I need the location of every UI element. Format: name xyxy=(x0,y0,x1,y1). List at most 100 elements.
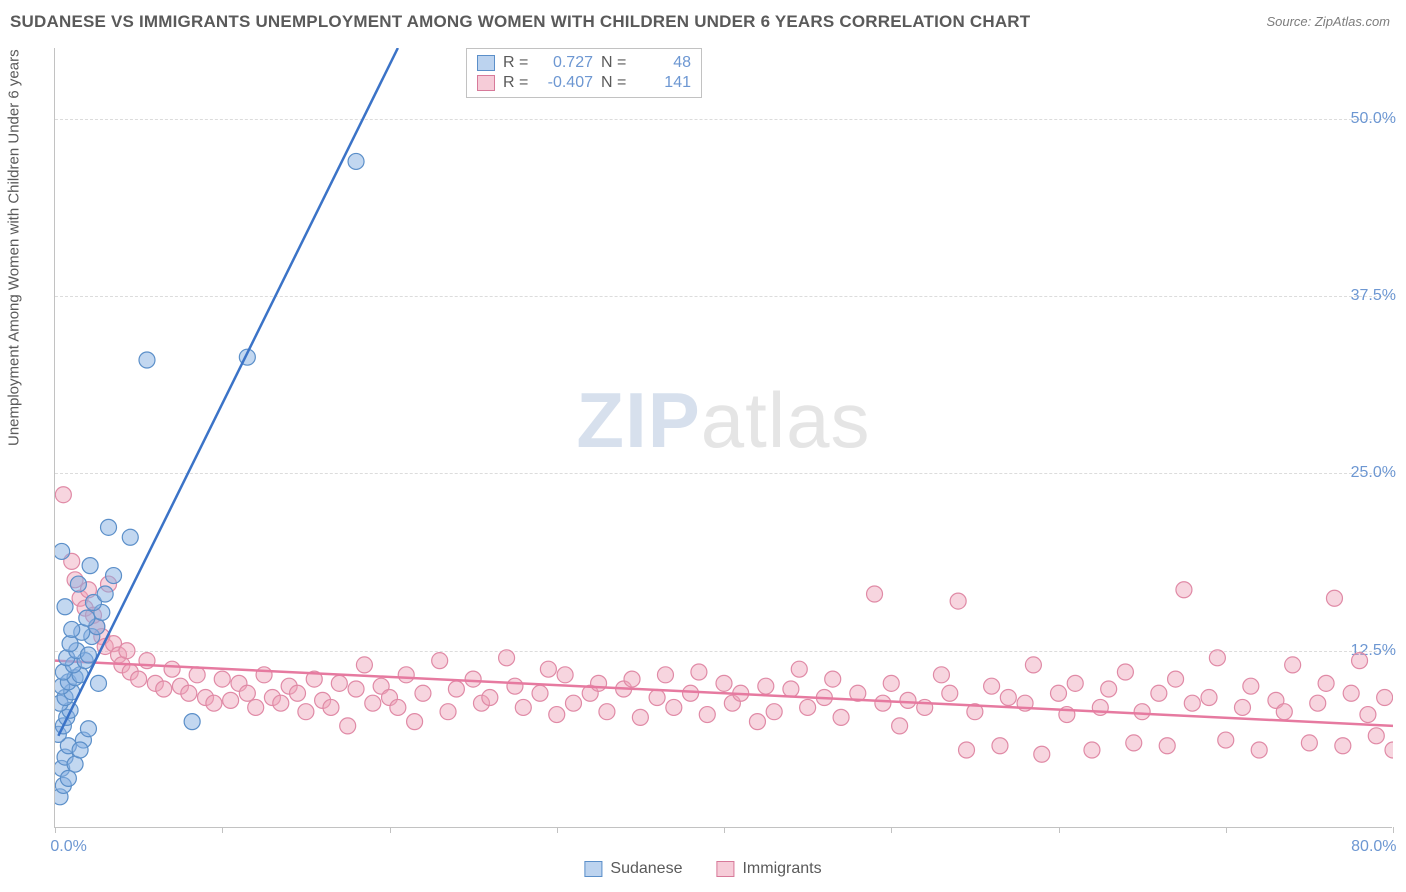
data-point xyxy=(942,685,958,701)
data-point xyxy=(256,667,272,683)
data-point xyxy=(1352,653,1368,669)
data-point xyxy=(80,647,96,663)
data-point xyxy=(691,664,707,680)
data-point xyxy=(223,692,239,708)
data-point xyxy=(599,704,615,720)
data-point xyxy=(1067,675,1083,691)
data-point xyxy=(64,621,80,637)
legend-item: Sudanese xyxy=(584,860,682,878)
data-point xyxy=(1051,685,1067,701)
y-axis-label: Unemployment Among Women with Children U… xyxy=(6,49,23,446)
data-point xyxy=(407,714,423,730)
data-point xyxy=(1134,704,1150,720)
data-point xyxy=(79,610,95,626)
data-point xyxy=(1385,742,1393,758)
data-point xyxy=(1368,728,1384,744)
legend-label: Sudanese xyxy=(610,860,682,878)
data-point xyxy=(1025,657,1041,673)
data-point xyxy=(1335,738,1351,754)
r-value: 0.727 xyxy=(539,54,593,72)
legend-label: Immigrants xyxy=(742,860,821,878)
data-point xyxy=(72,742,88,758)
data-point xyxy=(649,690,665,706)
trend-line xyxy=(58,48,398,736)
data-point xyxy=(290,685,306,701)
data-point xyxy=(119,643,135,659)
data-point xyxy=(82,558,98,574)
data-point xyxy=(624,671,640,687)
data-point xyxy=(1201,690,1217,706)
data-point xyxy=(298,704,314,720)
data-point xyxy=(666,699,682,715)
data-point xyxy=(273,695,289,711)
n-value: 48 xyxy=(637,54,691,72)
data-point xyxy=(482,690,498,706)
x-tick xyxy=(1393,827,1394,833)
data-point xyxy=(657,667,673,683)
data-point xyxy=(1168,671,1184,687)
n-value: 141 xyxy=(637,74,691,92)
r-label: R = xyxy=(503,74,531,92)
data-point xyxy=(60,770,76,786)
data-point xyxy=(749,714,765,730)
legend-row: R =0.727N =48 xyxy=(477,53,691,73)
data-point xyxy=(331,675,347,691)
data-point xyxy=(239,685,255,701)
data-point xyxy=(1209,650,1225,666)
data-point xyxy=(80,721,96,737)
scatter-svg xyxy=(55,48,1393,828)
data-point xyxy=(683,685,699,701)
data-point xyxy=(1243,678,1259,694)
data-point xyxy=(340,718,356,734)
data-point xyxy=(206,695,222,711)
legend-series: Sudanese Immigrants xyxy=(584,860,821,878)
data-point xyxy=(139,352,155,368)
data-point xyxy=(1326,590,1342,606)
data-point xyxy=(1151,685,1167,701)
data-point xyxy=(1159,738,1175,754)
x-tick-label: 80.0% xyxy=(1351,838,1396,856)
data-point xyxy=(1377,690,1393,706)
data-point xyxy=(540,661,556,677)
data-point xyxy=(1176,582,1192,598)
data-point xyxy=(398,667,414,683)
data-point xyxy=(892,718,908,734)
data-point xyxy=(164,661,180,677)
data-point xyxy=(699,707,715,723)
data-point xyxy=(591,675,607,691)
chart-title: SUDANESE VS IMMIGRANTS UNEMPLOYMENT AMON… xyxy=(10,12,1030,32)
data-point xyxy=(507,678,523,694)
data-point xyxy=(1343,685,1359,701)
data-point xyxy=(214,671,230,687)
data-point xyxy=(356,657,372,673)
data-point xyxy=(766,704,782,720)
data-point xyxy=(1310,695,1326,711)
x-tick-label: 0.0% xyxy=(50,838,86,856)
data-point xyxy=(1251,742,1267,758)
data-point xyxy=(57,599,73,615)
data-point xyxy=(440,704,456,720)
data-point xyxy=(131,671,147,687)
data-point xyxy=(348,153,364,169)
data-point xyxy=(348,681,364,697)
data-point xyxy=(1101,681,1117,697)
legend-swatch xyxy=(584,861,602,877)
data-point xyxy=(432,653,448,669)
data-point xyxy=(1285,657,1301,673)
data-point xyxy=(70,576,86,592)
data-point xyxy=(1360,707,1376,723)
data-point xyxy=(156,681,172,697)
legend-item: Immigrants xyxy=(716,860,821,878)
data-point xyxy=(415,685,431,701)
data-point xyxy=(992,738,1008,754)
data-point xyxy=(984,678,1000,694)
legend-correlation: R =0.727N =48R =-0.407N =141 xyxy=(466,48,702,98)
data-point xyxy=(248,699,264,715)
n-label: N = xyxy=(601,74,629,92)
data-point xyxy=(465,671,481,687)
data-point xyxy=(959,742,975,758)
legend-swatch xyxy=(477,55,495,71)
data-point xyxy=(1034,746,1050,762)
data-point xyxy=(716,675,732,691)
data-point xyxy=(499,650,515,666)
